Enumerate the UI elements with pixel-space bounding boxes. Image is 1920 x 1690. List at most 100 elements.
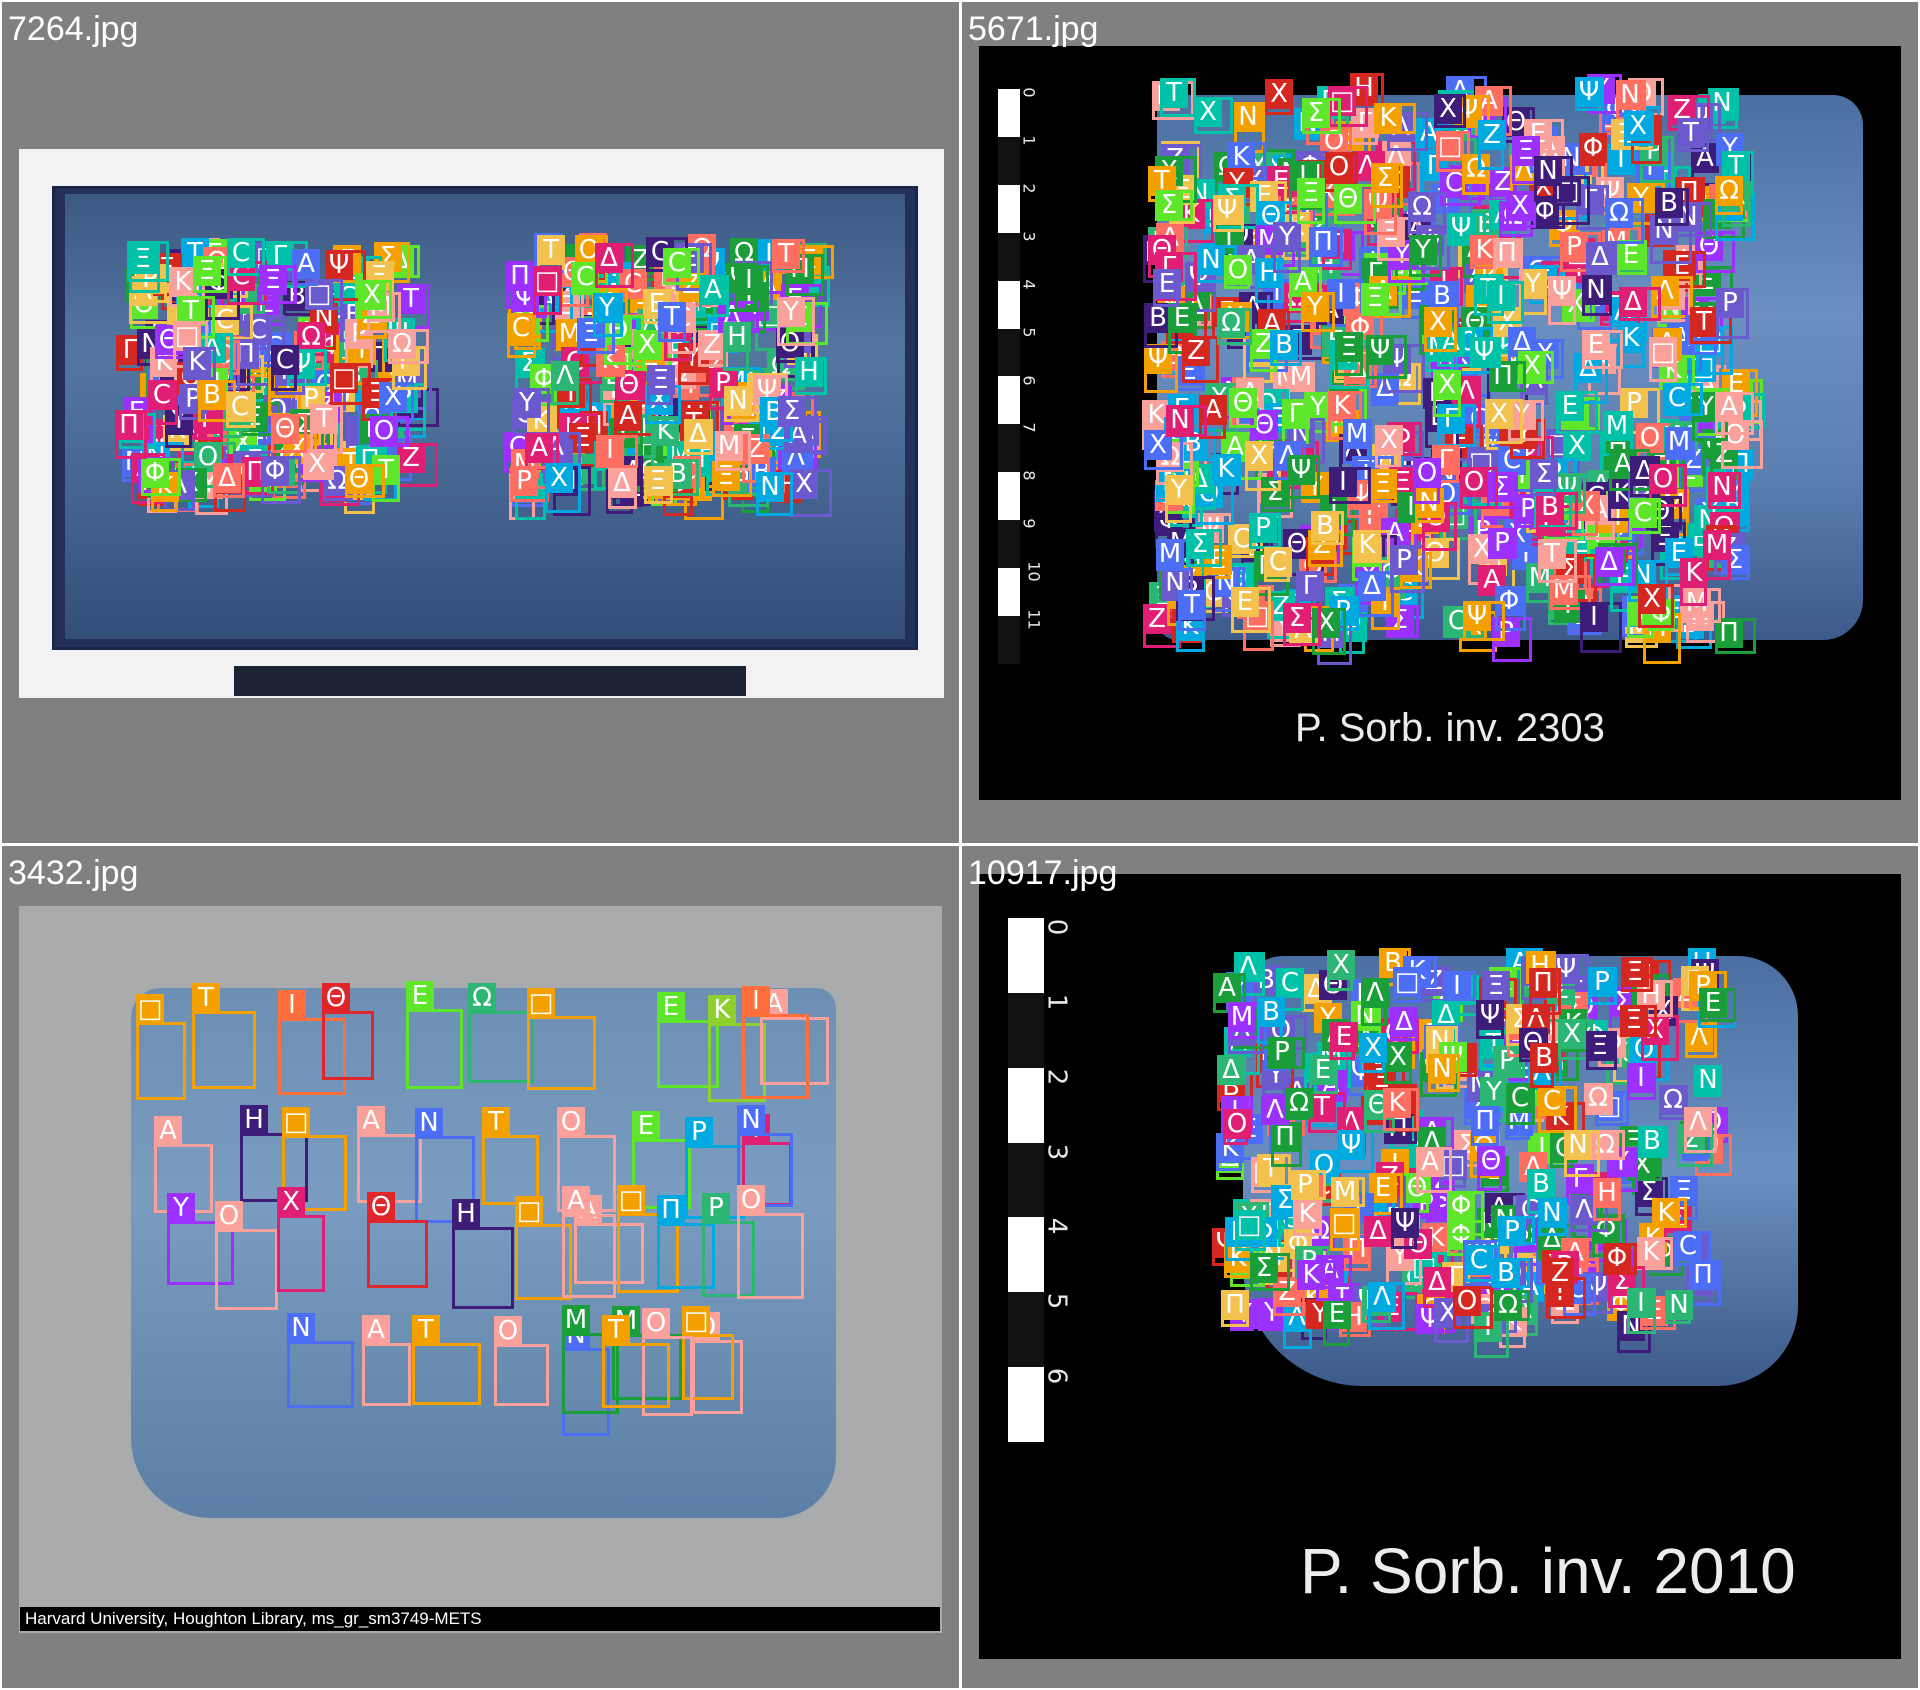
glyph-label: Λ (551, 361, 579, 391)
glyph-label: Ρ (1560, 232, 1588, 262)
glyph-label: Ξ (1297, 178, 1325, 208)
glyph-label: Α (357, 1106, 385, 1136)
glyph-label: Ψ (1548, 276, 1576, 306)
glyph-label: Ο (370, 416, 398, 446)
panel-bottom-left: □ΤΙΘΕΩ□ΕΚΑΙΑΗ□ΑΝΤΟΕΡΙΝΥΟΧΘΗ□Α□ΠΡΟΑΝΑΤΟΝΜ… (2, 846, 959, 1688)
glyph-label: Ε (1556, 391, 1584, 421)
glyph-label: □ (282, 1107, 310, 1137)
glyph-label: Ε (1582, 330, 1610, 360)
glyph-box (412, 1343, 481, 1405)
glyph-label: Ξ (647, 365, 675, 395)
glyph-label: Ξ (1335, 332, 1363, 362)
ruler-label: 0 (1041, 918, 1072, 936)
glyph-label: Ω (1217, 308, 1245, 338)
ruler-segment (1008, 1142, 1044, 1218)
glyph-label: Φ (1447, 1191, 1475, 1221)
glyph-label: Ϲ (663, 248, 691, 278)
glyph-label: Τ (1538, 539, 1566, 569)
glyph-label: Τ (412, 1315, 440, 1345)
ruler-segment (1008, 1217, 1044, 1293)
glyph-label: Ο (1413, 458, 1441, 488)
glyph-label: Ι (596, 435, 624, 465)
glyph-label: Τ (1160, 78, 1188, 108)
glyph-label: Χ (1375, 425, 1403, 455)
glyph-label: Φ (1603, 1243, 1631, 1273)
glyph-label: Ι (1443, 971, 1471, 1001)
glyph-label: Ε (1330, 1022, 1358, 1052)
glyph-label: Ξ (1361, 283, 1389, 313)
glyph-label: Κ (1293, 1199, 1321, 1229)
ruler-label: 0 (1019, 87, 1039, 98)
glyph-label: Ε (1168, 303, 1196, 333)
glyph-label: Ρ (1716, 288, 1744, 318)
glyph-label: Λ (1684, 1107, 1712, 1137)
glyph-label: Θ (345, 464, 373, 494)
glyph-label: Β (1270, 330, 1298, 360)
glyph-label: Ν (1665, 1290, 1693, 1320)
glyph-label: □ (682, 1306, 710, 1336)
glyph-label: Ε (1231, 587, 1259, 617)
glyph-label: Ξ (1369, 469, 1397, 499)
glyph-box (136, 1022, 186, 1100)
glyph-label: □ (515, 1196, 543, 1226)
ruler-segment (1008, 918, 1044, 993)
glyph-label: Μ (1156, 539, 1184, 569)
glyph-label: Ξ (129, 244, 157, 274)
ruler-segment (1008, 1367, 1044, 1442)
glyph-label: Ϲ (1276, 968, 1304, 998)
glyph-label: Φ (141, 458, 169, 488)
glyph-label: Σ (1186, 529, 1214, 559)
glyph-label: Υ (1301, 292, 1329, 322)
glyph-label: Ξ (1621, 957, 1649, 987)
glyph-label: Τ (537, 235, 565, 265)
glyph-label: Δ (608, 468, 636, 498)
glyph-label: Η (1593, 1178, 1621, 1208)
glyph-label: Τ (1690, 307, 1718, 337)
glyph-label: Χ (1485, 399, 1513, 429)
glyph-label: Θ (1477, 1146, 1505, 1176)
glyph-label: Σ (1530, 459, 1558, 489)
glyph-label: Α (1213, 973, 1241, 1003)
glyph-label: Ϲ (1264, 547, 1292, 577)
glyph-label: Ω (1605, 198, 1633, 228)
glyph-label: Δ (1390, 1007, 1418, 1037)
glyph-label: Δ (1619, 287, 1647, 317)
fragment-caption: P. Sorb. inv. 2010 (1300, 1535, 1796, 1607)
glyph-box (494, 1344, 549, 1406)
glyph-box (562, 1214, 616, 1298)
glyph-label: □ (136, 994, 164, 1024)
ruler-label: 6 (1019, 374, 1039, 386)
ruler-segment (998, 520, 1020, 569)
glyph-label: Κ (169, 267, 197, 297)
glyph-label: Π (657, 1195, 685, 1225)
glyph-label: Ι (742, 986, 770, 1016)
ruler-label: 6 (1041, 1367, 1072, 1385)
glyph-label: □ (617, 1185, 645, 1215)
glyph-label: Ρ (702, 1193, 730, 1223)
glyph-label: Μ (1703, 530, 1731, 560)
glyph-label: Δ (1595, 547, 1623, 577)
glyph-label: Δ (1364, 1216, 1392, 1246)
glyph-label: Ψ (1366, 335, 1394, 365)
ruler-label: 5 (1041, 1293, 1072, 1310)
ruler-segment (998, 424, 1020, 473)
glyph-label: Ρ (510, 466, 538, 496)
glyph-label: Χ (303, 449, 331, 479)
glyph-label: Ν (1197, 245, 1225, 275)
glyph-label: Χ (1194, 97, 1222, 127)
glyph-label: Ν (756, 472, 784, 502)
glyph-label: Μ (1287, 362, 1315, 392)
glyph-label: Υ (593, 293, 621, 323)
glyph-label: □ (1393, 967, 1421, 997)
glyph-label: Ι (278, 990, 306, 1020)
glyph-box (215, 1229, 278, 1310)
glyph-label: Δ (1586, 242, 1614, 272)
glyph-label: Ρ (1488, 528, 1516, 558)
glyph-label: Ν (1564, 1130, 1592, 1160)
glyph-label: Ψ (1470, 337, 1498, 367)
glyph-label: Ν (1428, 1054, 1456, 1084)
glyph-label: Φ (1579, 133, 1607, 163)
glyph-label: Μ (1228, 1002, 1256, 1032)
ruler-label: 8 (1019, 470, 1039, 481)
panel-filename: 3432.jpg (8, 854, 139, 892)
